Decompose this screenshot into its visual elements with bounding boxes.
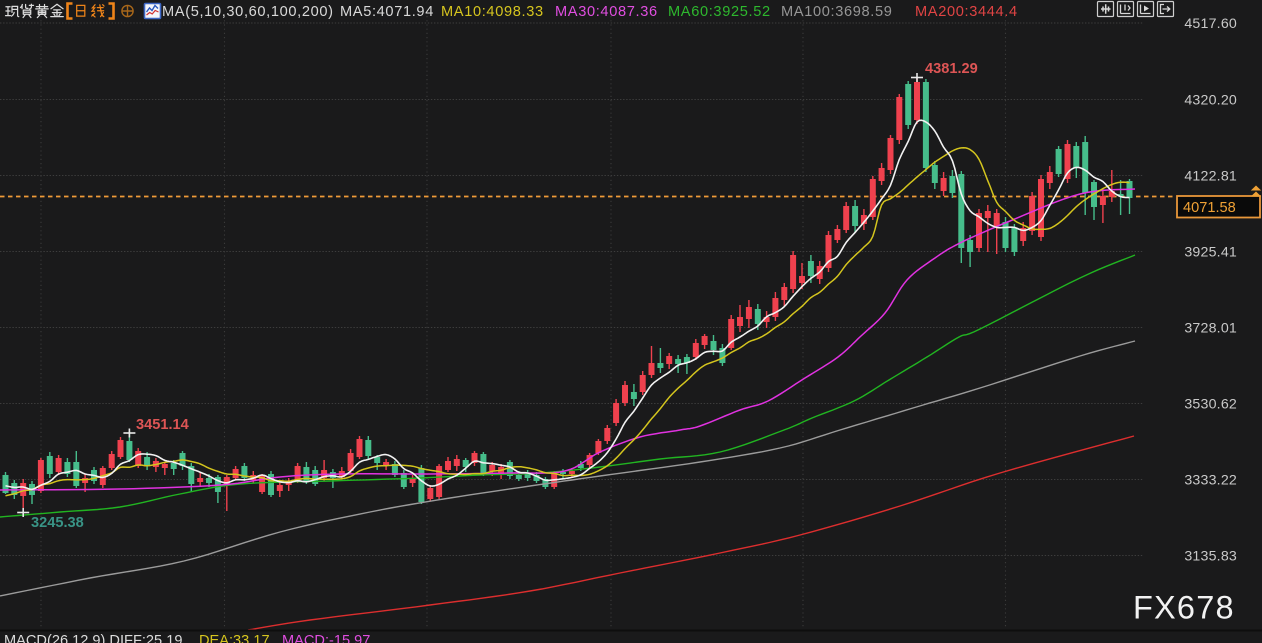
svg-text:3333.22: 3333.22 [1184, 472, 1237, 488]
svg-text:4122.81: 4122.81 [1184, 168, 1237, 184]
svg-text:MA200:3444.4: MA200:3444.4 [915, 4, 1018, 20]
svg-text:MA5:4071.94: MA5:4071.94 [340, 4, 434, 20]
svg-text:MA10:4098.33: MA10:4098.33 [441, 4, 544, 20]
svg-text:MACD(26,12,9) DIFF:25.19: MACD(26,12,9) DIFF:25.19 [4, 633, 182, 643]
svg-text:DEA:33.17: DEA:33.17 [199, 633, 270, 643]
svg-text:MACD:-15.97: MACD:-15.97 [282, 633, 370, 643]
svg-text:3530.62: 3530.62 [1184, 396, 1237, 412]
svg-text:MA60:3925.52: MA60:3925.52 [668, 4, 771, 20]
svg-text:4517.60: 4517.60 [1184, 16, 1237, 32]
svg-text:FX678: FX678 [1133, 590, 1235, 626]
svg-text:4320.20: 4320.20 [1184, 92, 1237, 108]
svg-text:MA(5,10,30,60,100,200): MA(5,10,30,60,100,200) [162, 4, 334, 20]
svg-text:4071.58: 4071.58 [1183, 200, 1236, 216]
svg-text:4381.29: 4381.29 [925, 61, 978, 77]
svg-text:3925.41: 3925.41 [1184, 244, 1237, 260]
svg-text:MA30:4087.36: MA30:4087.36 [555, 4, 658, 20]
svg-text:MA100:3698.59: MA100:3698.59 [781, 4, 893, 20]
svg-text:3135.83: 3135.83 [1184, 548, 1237, 564]
svg-text:3728.01: 3728.01 [1184, 320, 1237, 336]
svg-text:3245.38: 3245.38 [31, 515, 84, 531]
svg-text:3451.14: 3451.14 [136, 417, 190, 433]
